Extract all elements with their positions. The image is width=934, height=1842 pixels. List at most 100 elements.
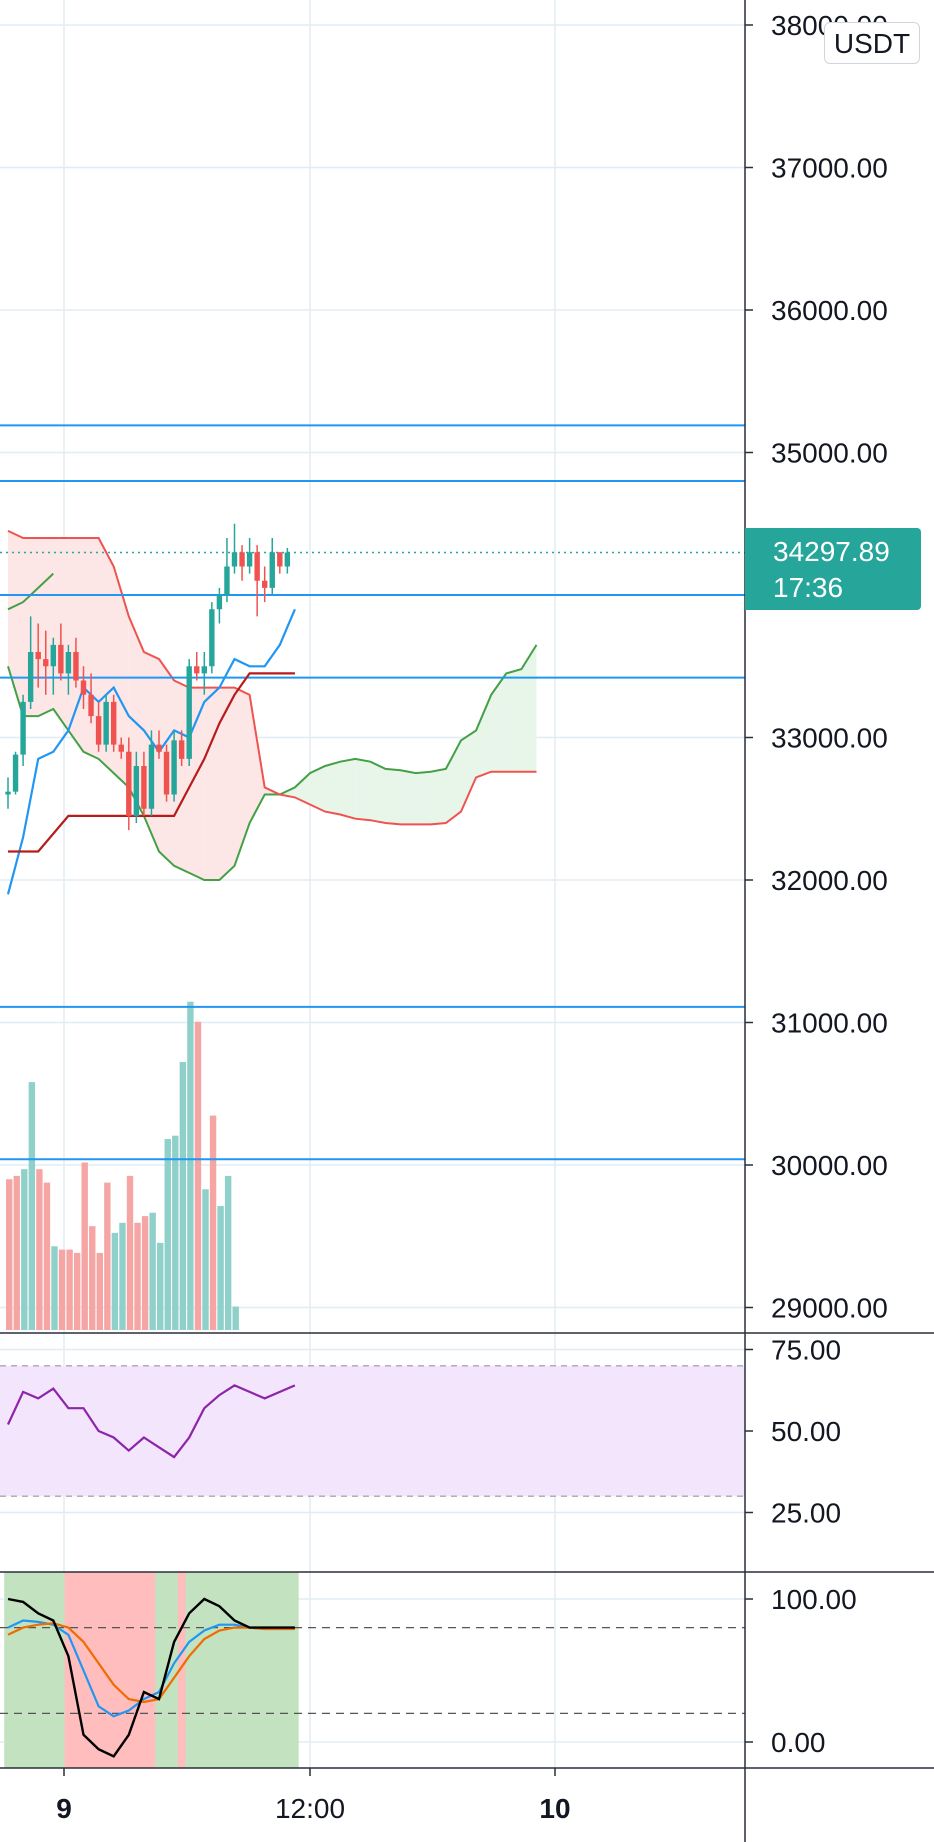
- axis-tick-label: 37000.00: [771, 153, 888, 184]
- stochastic-k-line: [7, 1597, 295, 1758]
- cloud-segment: [219, 687, 235, 880]
- candle-body: [141, 766, 147, 809]
- volume-bar: [104, 1182, 111, 1330]
- axis-tick-label: 33000.00: [771, 723, 888, 754]
- time-axis[interactable]: 9 12:00 10: [56, 1768, 571, 1824]
- volume-bar: [96, 1252, 103, 1330]
- volume-bar: [43, 1182, 51, 1330]
- candle-body: [224, 566, 230, 595]
- stochastic-background-bull: [185, 1572, 299, 1768]
- axis-tick-label: 0.00: [771, 1727, 826, 1758]
- candle-body: [118, 744, 124, 752]
- candle-body: [178, 740, 185, 759]
- volume-bar: [81, 1162, 88, 1330]
- candle-body: [246, 552, 253, 567]
- cloud-segment: [294, 773, 310, 805]
- leading-span-a-line: [7, 644, 538, 881]
- volume-bar: [157, 1242, 164, 1330]
- bar-countdown: 17:36: [773, 572, 844, 603]
- volume-bar: [111, 1232, 119, 1330]
- time-tick-label: 9: [56, 1793, 72, 1824]
- time-tick-label: 12:00: [275, 1793, 345, 1824]
- volume-bar: [202, 1189, 209, 1330]
- cloud-segment: [430, 768, 446, 825]
- candle-body: [194, 666, 200, 674]
- rsi-line: [7, 1384, 296, 1459]
- rsi-band-fill: [0, 1365, 745, 1497]
- volume-bar: [179, 1062, 187, 1330]
- cloud-segment: [370, 761, 386, 823]
- stochastic-background-bear: [64, 1572, 163, 1768]
- cloud-segment: [340, 758, 356, 819]
- stochastic-pane[interactable]: [0, 1572, 745, 1768]
- cloud-segment: [189, 687, 205, 880]
- volume-bar: [73, 1252, 81, 1330]
- base-line: [8, 672, 295, 853]
- cloud-segment: [83, 538, 99, 759]
- volume-bar: [119, 1222, 126, 1330]
- volume-bar: [187, 1001, 194, 1330]
- volume-bar: [36, 1169, 43, 1330]
- candle-body: [231, 552, 238, 567]
- axis-tick-label: 75.00: [771, 1335, 841, 1366]
- leading-span-b-line: [7, 529, 537, 826]
- grid-lines: [0, 0, 745, 1768]
- volume-bar: [164, 1139, 171, 1330]
- candle-body: [284, 552, 291, 567]
- candles[interactable]: [5, 523, 291, 831]
- axis-tick-label: 100.00: [771, 1584, 857, 1615]
- candle-body: [201, 666, 207, 674]
- volume-bar: [21, 1169, 28, 1330]
- volume-bar: [58, 1249, 66, 1330]
- candle-body: [73, 652, 79, 681]
- candle-body: [254, 552, 260, 581]
- axis-tick-label: 50.00: [771, 1416, 841, 1447]
- rsi-pane[interactable]: [0, 1365, 745, 1497]
- candle-body: [35, 652, 41, 660]
- candle-body: [50, 644, 56, 667]
- volume-bar: [194, 1021, 202, 1330]
- candle-body: [5, 791, 11, 795]
- volume-bar: [13, 1175, 20, 1330]
- axis-tick-label: 35000.00: [771, 438, 888, 469]
- candle-body: [111, 701, 117, 745]
- cloud-segment: [461, 730, 477, 812]
- currency-badge[interactable]: USDT: [824, 22, 920, 64]
- cloud-segment: [385, 768, 401, 825]
- horizontal-levels[interactable]: [0, 424, 745, 1161]
- cloud-segment: [174, 680, 190, 873]
- stochastic-background-bull: [4, 1572, 73, 1768]
- candle-body: [103, 701, 109, 745]
- time-tick-label: 10: [539, 1793, 570, 1824]
- volume-bar: [89, 1226, 96, 1330]
- candle-body: [239, 552, 245, 567]
- volume-bar: [217, 1206, 224, 1330]
- cloud-segment: [415, 771, 431, 825]
- candle-body: [133, 766, 140, 816]
- cloud-segment: [310, 766, 326, 812]
- last-price-value: 34297.89: [773, 536, 890, 567]
- axis-tick-label: 31000.00: [771, 1008, 888, 1039]
- candle-body: [156, 744, 162, 752]
- cloud-segment: [521, 644, 537, 772]
- volume-bar: [134, 1222, 141, 1330]
- volume-bar: [6, 1179, 13, 1330]
- candle-body: [186, 666, 192, 759]
- candle-body: [27, 652, 34, 702]
- volume-bar: [224, 1175, 232, 1330]
- volume-bar: [232, 1306, 239, 1330]
- cloud-segment: [355, 758, 371, 821]
- candle-body: [277, 552, 283, 567]
- last-price-label: 34297.89 17:36: [745, 528, 921, 610]
- candle-body: [80, 680, 87, 695]
- candle-body: [171, 740, 177, 795]
- candle-body: [12, 754, 19, 792]
- candle-body: [126, 751, 132, 816]
- cloud-segment: [249, 694, 265, 823]
- volume-bar: [66, 1249, 73, 1330]
- volume-bar: [51, 1246, 58, 1330]
- cloud-segment: [98, 538, 114, 774]
- axis-tick-label: 29000.00: [771, 1293, 888, 1324]
